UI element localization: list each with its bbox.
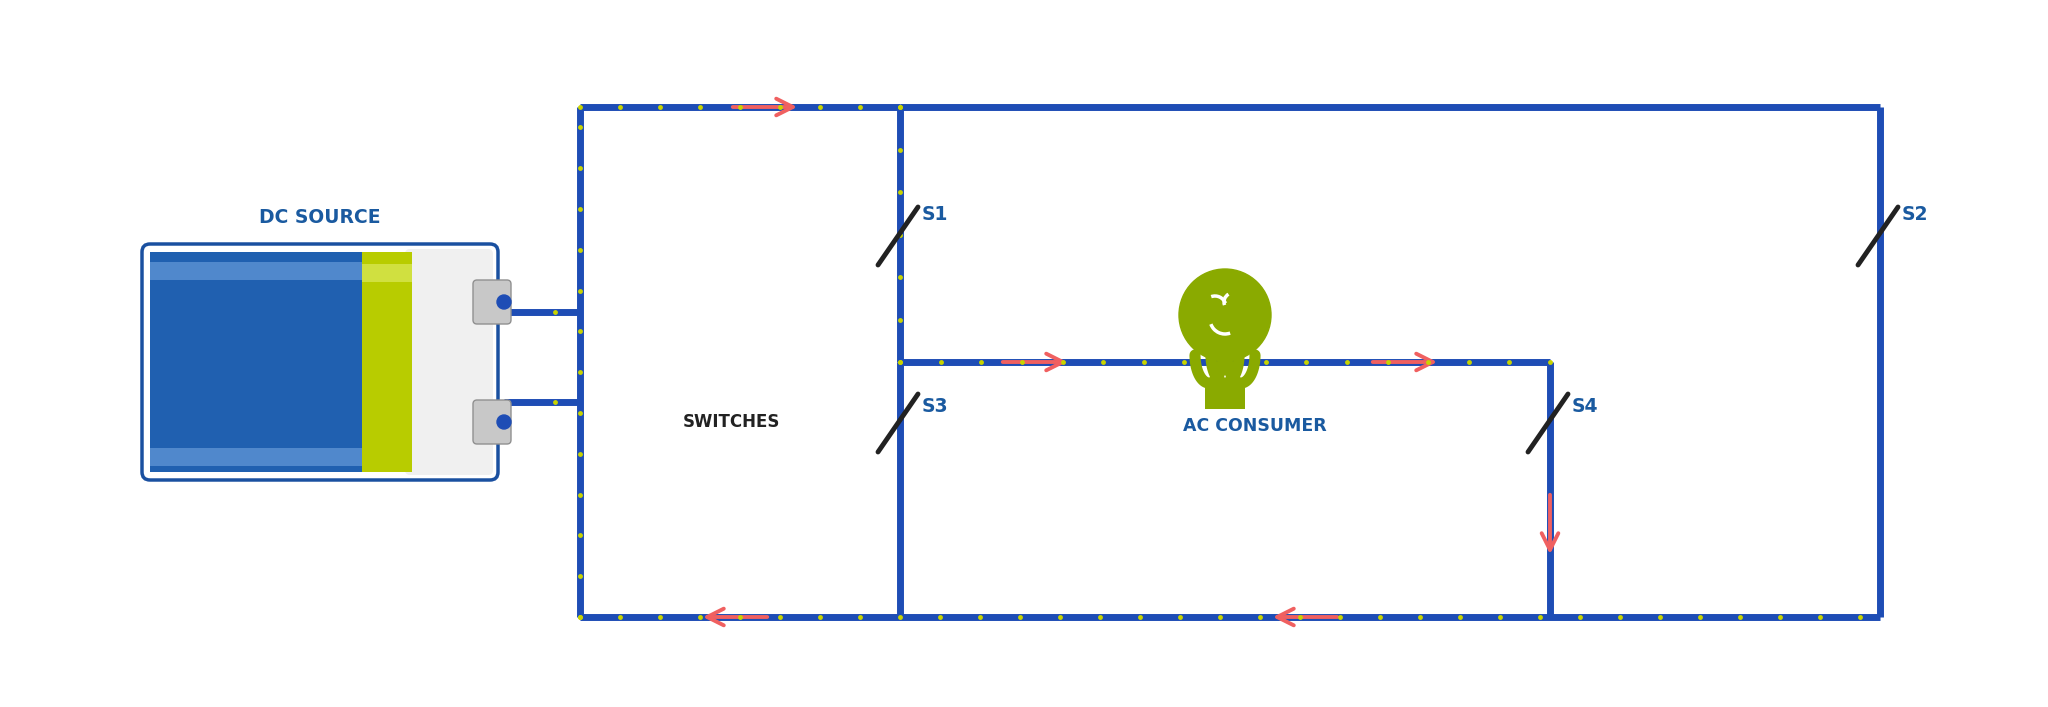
FancyBboxPatch shape <box>150 252 362 472</box>
FancyBboxPatch shape <box>362 264 412 282</box>
Text: S1: S1 <box>922 206 948 225</box>
Circle shape <box>1180 269 1272 361</box>
Text: AC CONSUMER: AC CONSUMER <box>1184 417 1327 435</box>
Text: S4: S4 <box>1573 397 1599 416</box>
FancyBboxPatch shape <box>150 262 362 280</box>
Circle shape <box>498 295 512 309</box>
FancyBboxPatch shape <box>473 280 512 324</box>
FancyBboxPatch shape <box>473 400 512 444</box>
Text: S3: S3 <box>922 397 948 416</box>
Circle shape <box>498 415 512 429</box>
FancyBboxPatch shape <box>1204 383 1245 409</box>
FancyBboxPatch shape <box>362 252 412 472</box>
FancyBboxPatch shape <box>406 249 494 475</box>
Text: SWITCHES: SWITCHES <box>682 413 780 431</box>
Text: S2: S2 <box>1903 206 1929 225</box>
Text: DC SOURCE: DC SOURCE <box>260 208 381 227</box>
FancyBboxPatch shape <box>150 448 362 466</box>
